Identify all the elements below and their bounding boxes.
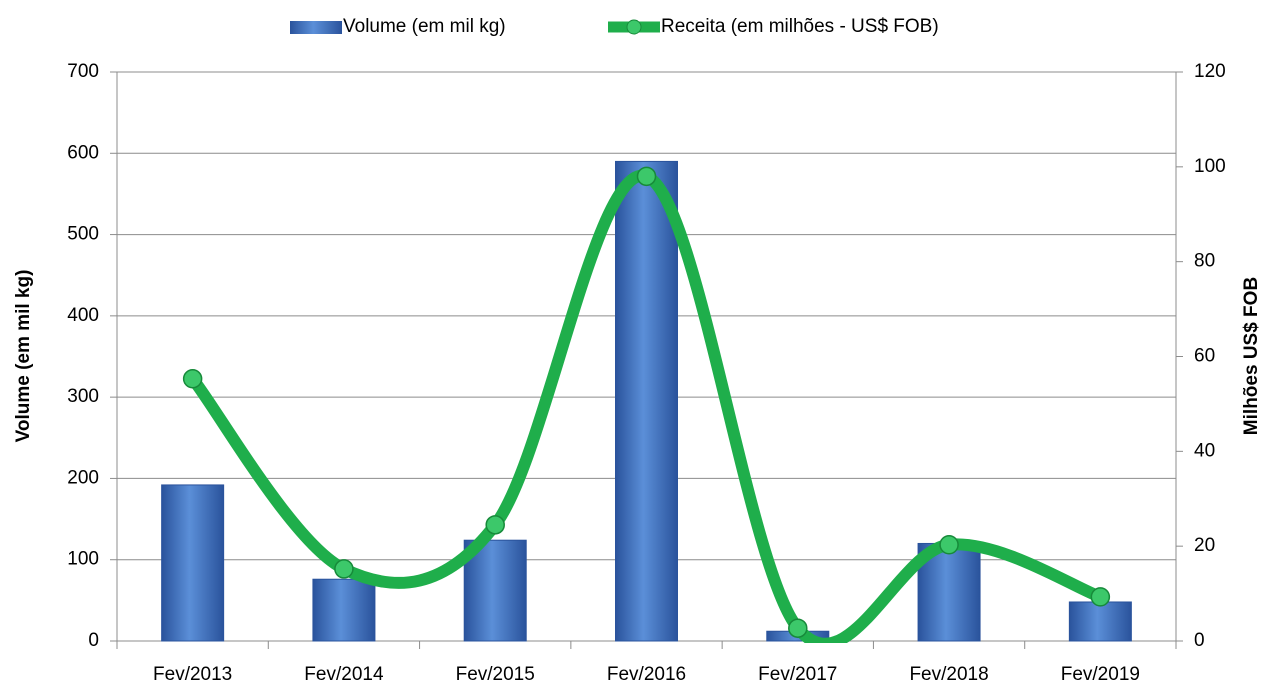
y2-tick-label: 60: [1194, 346, 1215, 367]
y-tick-label: 100: [67, 549, 99, 570]
y-tick-label: 700: [67, 61, 99, 82]
x-tick-label: Fev/2018: [909, 664, 988, 685]
y2-tick-label: 80: [1194, 251, 1215, 272]
x-tick-label: Fev/2016: [607, 664, 686, 685]
y-tick-label: 400: [67, 305, 99, 326]
bar: [161, 484, 225, 642]
bar: [1068, 601, 1132, 642]
marker: [1090, 587, 1111, 607]
y2-tick-label: 40: [1194, 440, 1215, 461]
legend-swatch: [290, 21, 342, 34]
bar: [615, 160, 678, 642]
legend-label: Volume (em mil kg): [343, 16, 506, 37]
y2-tick-label: 20: [1194, 535, 1215, 556]
marker: [788, 618, 808, 638]
x-tick-label: Fev/2019: [1061, 664, 1140, 685]
y-tick-label: 200: [67, 467, 99, 488]
marker: [485, 515, 505, 535]
x-tick-label: Fev/2013: [153, 664, 232, 685]
legend-marker: [626, 19, 642, 35]
x-tick-label: Fev/2014: [304, 664, 384, 685]
marker: [182, 369, 203, 389]
bar: [312, 578, 376, 642]
legend-label: Receita (em milhões - US$ FOB): [661, 16, 939, 37]
x-tick-label: Fev/2015: [456, 664, 535, 685]
y-tick-label: 300: [67, 386, 99, 407]
y2-tick-label: 0: [1194, 630, 1205, 651]
marker: [334, 559, 354, 579]
marker: [939, 534, 959, 555]
y-axis-title: Volume (em mil kg): [13, 270, 34, 443]
y2-tick-label: 120: [1194, 61, 1226, 82]
marker: [636, 166, 657, 187]
bar: [463, 539, 527, 642]
y2-axis-title: Milhões US$ FOB: [1241, 277, 1262, 435]
y-tick-label: 500: [67, 224, 99, 245]
y-tick-label: 0: [88, 630, 99, 651]
y2-tick-label: 100: [1194, 156, 1226, 177]
y-tick-label: 600: [67, 142, 99, 163]
x-tick-label: Fev/2017: [758, 664, 837, 685]
